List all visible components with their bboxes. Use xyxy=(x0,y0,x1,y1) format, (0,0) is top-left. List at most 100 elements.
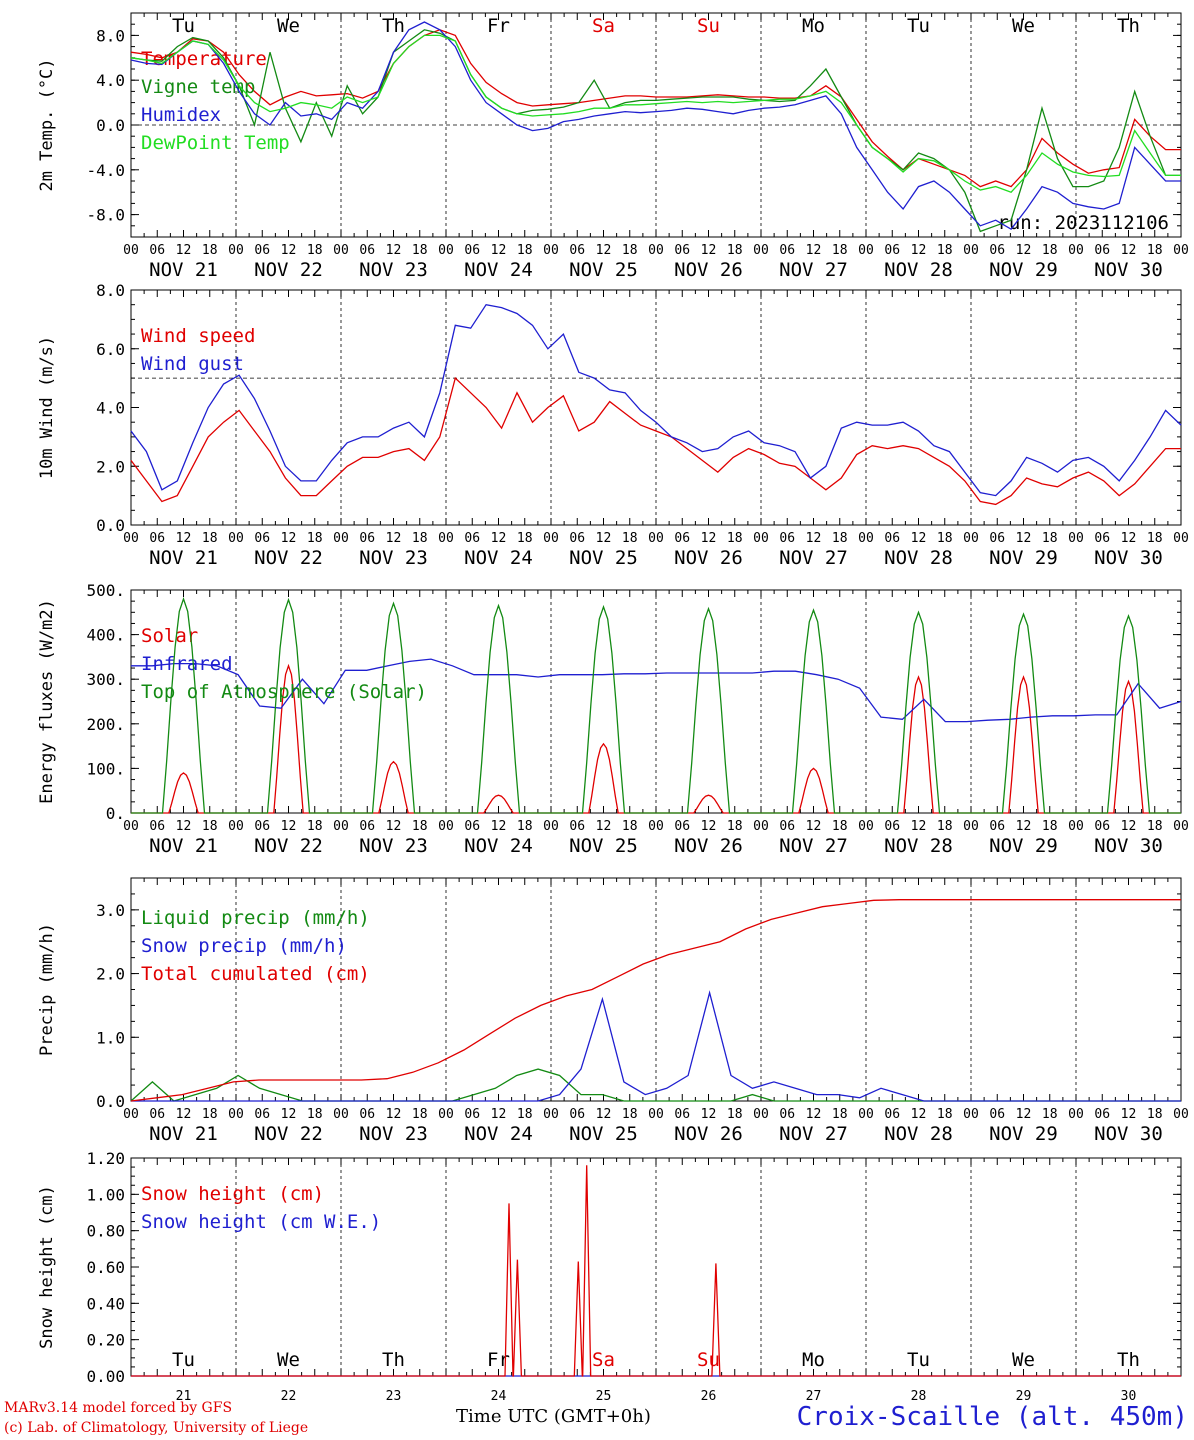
hour-label: 00 xyxy=(123,819,139,834)
hour-label: 12 xyxy=(176,243,192,258)
hour-label: 00 xyxy=(963,531,979,546)
hour-label: 06 xyxy=(989,819,1005,834)
date-label: NOV 22 xyxy=(254,547,323,569)
hour-label: 12 xyxy=(806,531,822,546)
legend-entry: Liquid precip (mm/h) xyxy=(141,907,370,929)
day-number: 29 xyxy=(1016,1389,1032,1404)
hour-label: 00 xyxy=(753,819,769,834)
hour-label: 00 xyxy=(1068,1107,1084,1122)
hour-label: 12 xyxy=(386,243,402,258)
hour-label: 00 xyxy=(1173,243,1189,258)
date-label: NOV 25 xyxy=(569,547,638,569)
hour-label: 00 xyxy=(858,1107,874,1122)
hour-label: 12 xyxy=(701,243,717,258)
model-credit: MARv3.14 model forced by GFS xyxy=(4,1400,233,1416)
day-number: 27 xyxy=(806,1389,822,1404)
weekday-label: Fr xyxy=(487,1349,510,1371)
hour-label: 00 xyxy=(228,531,244,546)
hour-label: 00 xyxy=(753,243,769,258)
hour-label: 06 xyxy=(464,819,480,834)
hour-label: 06 xyxy=(674,531,690,546)
hour-label: 12 xyxy=(911,243,927,258)
y-tick-label: 0.00 xyxy=(86,1367,125,1386)
date-label: NOV 24 xyxy=(464,835,533,857)
hour-label: 18 xyxy=(307,1107,323,1122)
hour-label: 06 xyxy=(1094,531,1110,546)
hour-label: 00 xyxy=(438,1107,454,1122)
weekday-label: Su xyxy=(697,1349,720,1371)
panel-1: -8.0-4.00.04.08.02m Temp. (°C)00 06 12 18NO… xyxy=(37,12,1189,281)
hour-label: 00 xyxy=(753,1107,769,1122)
hour-label: 00 xyxy=(123,1107,139,1122)
y-axis-title: Energy fluxes (W/m2) xyxy=(37,599,57,804)
day-number: 21 xyxy=(176,1389,192,1404)
legend-entry: Wind gust xyxy=(141,353,244,375)
weekday-label: Th xyxy=(1117,1349,1140,1371)
hour-label: 18 xyxy=(622,819,638,834)
hour-label: 12 xyxy=(281,1107,297,1122)
hour-label: 12 xyxy=(596,1107,612,1122)
hour-label: 12 xyxy=(491,243,507,258)
hour-label: 00 xyxy=(123,243,139,258)
day-number: 24 xyxy=(491,1389,507,1404)
hour-label: 18 xyxy=(832,1107,848,1122)
hour-label: 00 xyxy=(543,819,559,834)
hour-label: 12 xyxy=(806,243,822,258)
date-label: NOV 21 xyxy=(149,259,218,281)
hour-label: 06 xyxy=(359,243,375,258)
weekday-label: We xyxy=(277,1349,300,1371)
date-label: NOV 23 xyxy=(359,259,428,281)
hour-label: 18 xyxy=(727,243,743,258)
hour-label: 06 xyxy=(674,819,690,834)
date-label: NOV 22 xyxy=(254,835,323,857)
hour-label: 12 xyxy=(176,531,192,546)
date-label: NOV 30 xyxy=(1094,547,1163,569)
hour-label: 12 xyxy=(1016,531,1032,546)
date-label: NOV 26 xyxy=(674,259,743,281)
date-label: NOV 26 xyxy=(674,1123,743,1145)
hour-label: 06 xyxy=(359,1107,375,1122)
hour-label: 00 xyxy=(858,819,874,834)
hour-label: 18 xyxy=(202,531,218,546)
weekday-label: Th xyxy=(382,15,405,37)
series-line xyxy=(130,29,1181,233)
hour-label: 18 xyxy=(832,243,848,258)
hour-label: 18 xyxy=(412,531,428,546)
hour-label: 18 xyxy=(1147,1107,1163,1122)
hour-label: 18 xyxy=(937,531,953,546)
y-tick-label: 1.20 xyxy=(86,1149,125,1168)
hour-label: 00 xyxy=(438,531,454,546)
weekday-label: Sa xyxy=(592,1349,615,1371)
date-label: NOV 25 xyxy=(569,1123,638,1145)
y-tick-label: 0.80 xyxy=(86,1222,125,1241)
series-line xyxy=(131,1165,1181,1377)
hour-label: 18 xyxy=(937,243,953,258)
hour-label: 00 xyxy=(858,243,874,258)
hour-label: 00 xyxy=(1173,819,1189,834)
hour-label: 18 xyxy=(832,819,848,834)
hour-label: 00 xyxy=(1173,1107,1189,1122)
series-line xyxy=(131,990,1181,1102)
hour-label: 06 xyxy=(254,243,270,258)
legend-entry: Wind speed xyxy=(141,325,255,347)
hour-label: 12 xyxy=(596,243,612,258)
date-label: NOV 28 xyxy=(884,547,953,569)
hour-label: 18 xyxy=(202,819,218,834)
date-label: NOV 23 xyxy=(359,547,428,569)
legend-entry: Humidex xyxy=(141,104,221,126)
hour-label: 06 xyxy=(884,819,900,834)
y-tick-label: 4.0 xyxy=(96,399,125,418)
hour-label: 06 xyxy=(149,243,165,258)
y-tick-label: 0.40 xyxy=(86,1294,125,1313)
date-label: NOV 27 xyxy=(779,1123,848,1145)
hour-label: 00 xyxy=(963,819,979,834)
hour-label: 18 xyxy=(1042,819,1058,834)
hour-label: 00 xyxy=(1173,531,1189,546)
date-label: NOV 27 xyxy=(779,547,848,569)
hour-label: 06 xyxy=(464,531,480,546)
series-line xyxy=(130,21,1181,231)
hour-label: 06 xyxy=(884,243,900,258)
hour-label: 06 xyxy=(464,243,480,258)
